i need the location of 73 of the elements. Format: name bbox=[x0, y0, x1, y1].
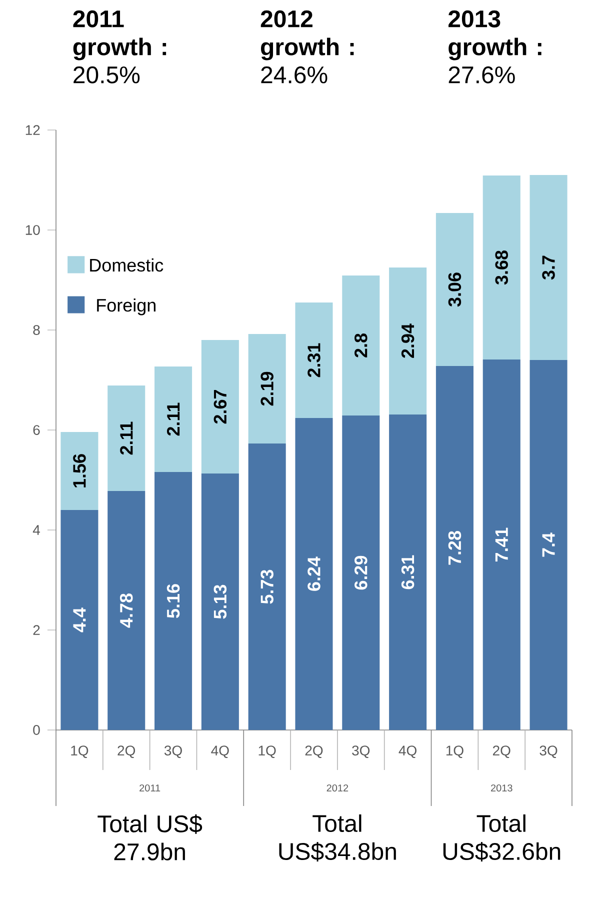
data-label: 2.94 bbox=[401, 324, 414, 358]
text: 2013 bbox=[491, 784, 512, 792]
data-label: 2.8 bbox=[354, 334, 368, 358]
text: Total US$32.6bn bbox=[443, 814, 560, 862]
x-tick-label: 2Q bbox=[492, 746, 510, 758]
bar bbox=[530, 360, 568, 730]
bar bbox=[60, 432, 98, 510]
data-label: 6.29 bbox=[354, 556, 368, 590]
data-label: 2.11 bbox=[120, 422, 133, 455]
text: 2013 growth : 27.6% bbox=[448, 10, 542, 84]
x-tick-label: 3Q bbox=[164, 746, 182, 758]
bar bbox=[436, 366, 474, 730]
text: 2011 growth : 20.5% bbox=[73, 10, 166, 84]
y-tick-label: 4 bbox=[32, 525, 40, 535]
y-tick-label: 10 bbox=[26, 225, 40, 235]
text: 2011 bbox=[140, 784, 160, 792]
bar bbox=[108, 491, 146, 730]
bar bbox=[436, 213, 474, 366]
y-tick-label: 6 bbox=[33, 425, 40, 435]
data-label: 5.13 bbox=[214, 584, 227, 619]
data-label: 5.16 bbox=[166, 584, 180, 618]
bar bbox=[248, 444, 286, 730]
data-label: 6.31 bbox=[401, 555, 414, 590]
bar bbox=[342, 276, 380, 416]
y-tick-label: 0 bbox=[33, 725, 40, 735]
data-label: 2.31 bbox=[308, 343, 320, 378]
x-tick-label: 2Q bbox=[305, 746, 323, 758]
bar bbox=[295, 418, 333, 730]
y-tick-label: 12 bbox=[26, 125, 40, 135]
x-tick-label: 3Q bbox=[352, 746, 370, 758]
data-label: 7.41 bbox=[495, 528, 508, 562]
data-label: 2.11 bbox=[166, 402, 180, 436]
x-tick-label: 1Q bbox=[258, 746, 276, 758]
data-label: 6.24 bbox=[308, 556, 320, 591]
bar bbox=[154, 366, 192, 472]
bar bbox=[108, 386, 146, 491]
x-tick-label: 3Q bbox=[540, 746, 558, 758]
data-label: 3.68 bbox=[495, 250, 508, 285]
data-label: 3.7 bbox=[542, 256, 555, 280]
data-label: 1.56 bbox=[73, 454, 86, 488]
data-label: 2.67 bbox=[214, 390, 227, 424]
bar bbox=[201, 474, 239, 730]
legend-label: Foreign bbox=[97, 298, 156, 316]
data-label: 7.28 bbox=[448, 531, 462, 565]
data-label: 4.4 bbox=[73, 608, 86, 632]
bar bbox=[530, 175, 568, 360]
bar bbox=[482, 176, 520, 360]
x-tick-label: 1Q bbox=[71, 746, 88, 758]
x-tick-label: 1Q bbox=[446, 746, 464, 758]
text: Total US$ 27.9bn bbox=[98, 814, 202, 860]
data-label: 2.19 bbox=[260, 372, 274, 406]
bar bbox=[482, 360, 520, 730]
text: 2012 bbox=[326, 784, 348, 792]
bar bbox=[154, 472, 192, 730]
legend-label: Domestic bbox=[90, 258, 164, 272]
bar bbox=[295, 302, 333, 418]
data-label: 4.78 bbox=[120, 594, 133, 628]
data-label: 5.73 bbox=[260, 570, 274, 604]
bar bbox=[60, 510, 98, 730]
data-label: 7.4 bbox=[542, 532, 555, 557]
bar bbox=[201, 340, 239, 474]
x-tick-label: 2Q bbox=[118, 746, 136, 758]
data-label: 3.06 bbox=[448, 272, 462, 307]
text: 2012 growth : 24.6% bbox=[260, 10, 354, 84]
bar bbox=[248, 334, 286, 444]
text: Total US$34.8bn bbox=[279, 814, 396, 862]
bar bbox=[389, 268, 427, 414]
x-tick-label: 4Q bbox=[211, 746, 229, 758]
x-tick-label: 4Q bbox=[398, 746, 416, 758]
y-tick-label: 2 bbox=[33, 625, 40, 635]
bar bbox=[342, 416, 380, 730]
y-tick-label: 8 bbox=[33, 325, 40, 335]
bar bbox=[389, 414, 427, 730]
